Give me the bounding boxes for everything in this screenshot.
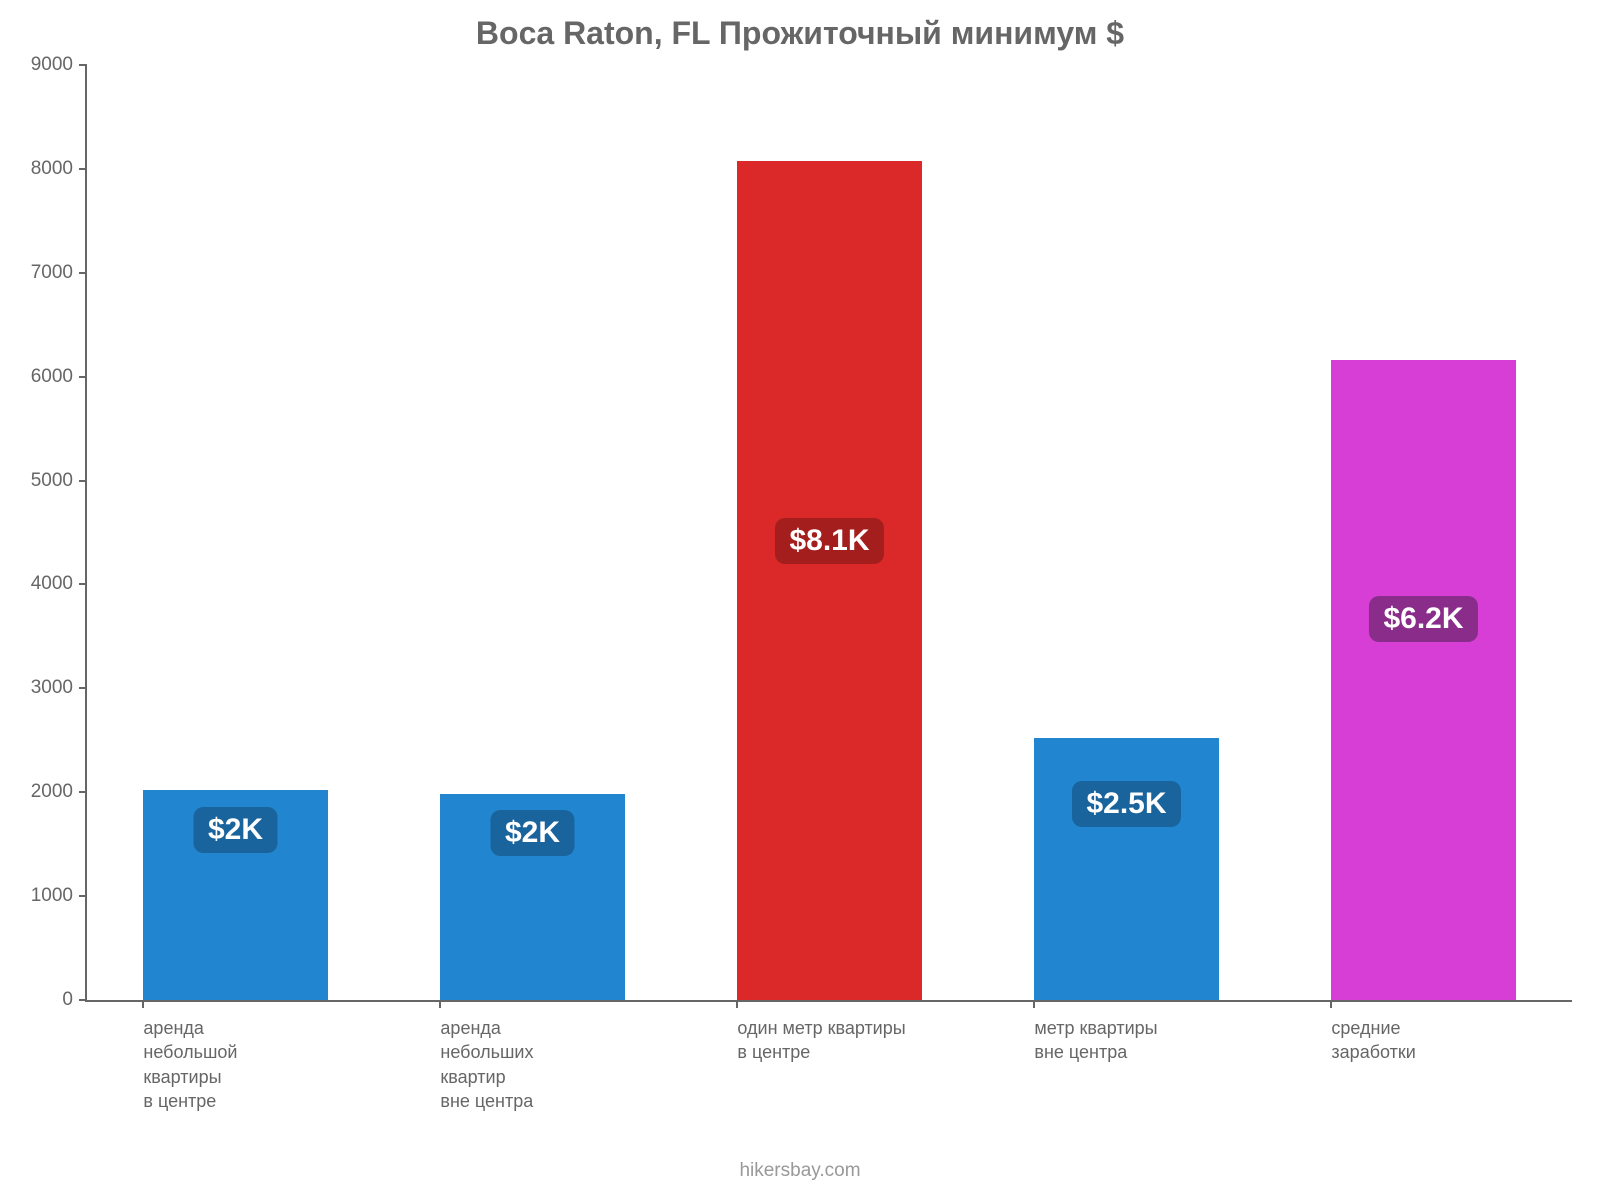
y-axis-tick-mark <box>79 376 87 378</box>
x-axis-tick-label: аренда небольших квартир вне центра <box>440 1000 654 1113</box>
y-axis-tick-mark <box>79 480 87 482</box>
y-axis-tick-mark <box>79 583 87 585</box>
bar-chart: Boca Raton, FL Прожиточный минимум $ 010… <box>0 0 1600 1200</box>
chart-bar: $2K <box>440 794 624 1000</box>
value-badge: $2K <box>491 810 574 856</box>
x-axis-tick-label: аренда небольшой квартиры в центре <box>143 1000 357 1113</box>
y-axis-tick-mark <box>79 64 87 66</box>
value-badge: $2.5K <box>1072 781 1180 827</box>
chart-title: Boca Raton, FL Прожиточный минимум $ <box>0 15 1600 52</box>
y-axis-tick-mark <box>79 895 87 897</box>
y-axis-tick-mark <box>79 272 87 274</box>
x-axis-tick-label: метр квартиры вне центра <box>1034 1000 1248 1065</box>
y-axis-tick-mark <box>79 687 87 689</box>
x-axis-tick-label: средние заработки <box>1331 1000 1545 1065</box>
y-axis-tick-mark <box>79 791 87 793</box>
y-axis-tick-mark <box>79 999 87 1001</box>
value-badge: $8.1K <box>775 518 883 564</box>
chart-bar: $2.5K <box>1034 738 1218 1000</box>
y-axis-tick-mark <box>79 168 87 170</box>
chart-bar: $6.2K <box>1331 360 1515 1000</box>
chart-bar: $2K <box>143 790 327 1000</box>
plot-area: 0100020003000400050006000700080009000$2K… <box>85 65 1572 1002</box>
value-badge: $6.2K <box>1369 596 1477 642</box>
chart-attribution: hikersbay.com <box>0 1160 1600 1182</box>
chart-bar: $8.1K <box>737 161 921 1000</box>
x-axis-tick-label: один метр квартиры в центре <box>737 1000 951 1065</box>
value-badge: $2K <box>194 807 277 853</box>
